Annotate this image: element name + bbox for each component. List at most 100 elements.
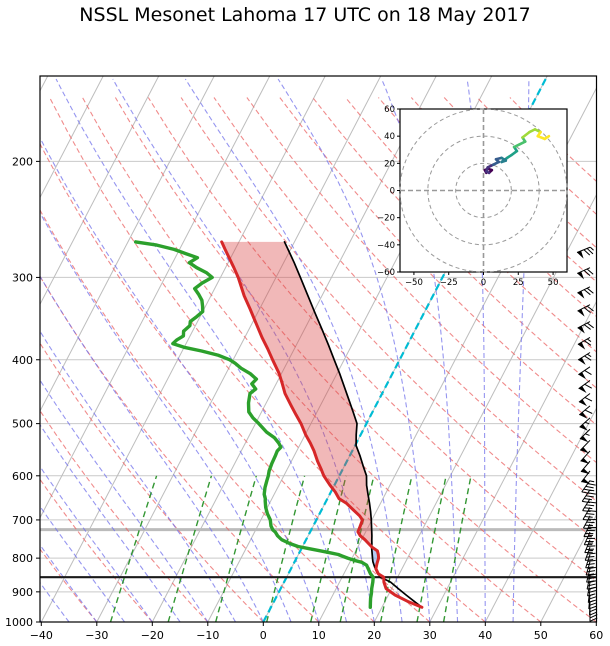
dry-adiabat: [345, 97, 597, 353]
barb-full: [587, 570, 596, 573]
barb-flag: [578, 386, 587, 394]
barb-full: [587, 483, 596, 486]
barb-flag: [577, 271, 585, 280]
barb-full: [586, 248, 594, 255]
mixing-ratio-line: [167, 475, 213, 622]
hodograph-x-tick-label: 0: [481, 278, 486, 288]
barb-flag: [579, 435, 589, 443]
barb-staff: [578, 393, 591, 403]
barb-full: [589, 617, 598, 622]
barb-full: [589, 611, 598, 616]
mixing-ratio-line: [109, 475, 158, 622]
moist-adiabat: [40, 505, 126, 622]
barb-flag: [577, 342, 586, 350]
barb-full: [588, 596, 597, 600]
x-tick-label: 20: [367, 629, 381, 642]
hodograph-x-tick-label: 50: [548, 278, 559, 288]
wind-barb: [580, 460, 591, 475]
isotherm-line: [96, 76, 382, 622]
hodograph-y-tick-label: −60: [377, 268, 395, 278]
wind-barb: [582, 507, 597, 521]
mixing-ratio-lines: [109, 475, 472, 622]
wind-barb: [578, 405, 593, 419]
moist-adiabat: [40, 211, 292, 622]
barb-full: [587, 593, 596, 597]
barb-full: [583, 307, 591, 313]
barb-full: [583, 488, 592, 492]
plot-border: [39, 75, 598, 623]
dewpoint-line: [134, 240, 375, 609]
barb-flag: [577, 291, 585, 299]
hodograph-trace-segment: [521, 130, 531, 139]
y-tick-label: 300: [12, 271, 33, 284]
barb-flag: [581, 478, 591, 485]
wind-barb: [577, 286, 594, 299]
moist-adiabat: [277, 78, 431, 622]
barb-full: [588, 602, 597, 607]
barb-flag: [578, 357, 586, 365]
barb-full: [587, 566, 596, 570]
wind-barb: [577, 352, 592, 365]
wind-barb: [580, 450, 591, 464]
pressure-gridlines: [40, 160, 597, 593]
moist-adiabat: [40, 275, 264, 622]
barb-staff: [578, 405, 591, 416]
barb-full: [587, 576, 596, 580]
barb-full: [586, 322, 594, 329]
barb-full: [586, 305, 594, 312]
wind-barb: [584, 547, 596, 561]
mixing-ratio-line: [416, 475, 447, 622]
hodograph-y-tick-label: 20: [384, 159, 395, 169]
y-tick-label: 200: [12, 155, 33, 168]
barb-full: [587, 559, 596, 562]
hodograph-trace-segment: [543, 134, 551, 141]
dry-adiabat: [180, 97, 597, 542]
barb-full: [585, 559, 594, 561]
dewpoint-line: [134, 240, 375, 609]
barb-full: [584, 397, 593, 402]
barb-flag: [577, 309, 585, 317]
barb-full: [583, 324, 591, 330]
x-tick-label: 10: [312, 629, 326, 642]
barb-full: [585, 566, 594, 569]
mixing-ratio-line: [310, 475, 347, 622]
barb-full: [588, 605, 597, 610]
figure-title: NSSL Mesonet Lahoma 17 UTC on 18 May 201…: [79, 4, 531, 26]
barb-flag: [578, 372, 587, 380]
x-tick-label: 60: [589, 629, 603, 642]
barb-full: [583, 289, 591, 296]
barb-flag: [578, 399, 587, 407]
isotherm-line: [540, 513, 597, 622]
isotherm-line: [40, 76, 326, 622]
wind-barb: [579, 428, 591, 443]
hodograph-y-tick-label: −20: [377, 214, 395, 224]
barb-half: [585, 433, 590, 436]
barb-full: [586, 573, 595, 576]
wind-barb: [577, 337, 592, 350]
barb-half: [589, 480, 595, 483]
wind-barb: [578, 366, 592, 380]
wind-barb: [579, 417, 591, 431]
moist-adiabat: [55, 78, 348, 622]
moist-adiabat: [184, 78, 403, 622]
barb-full: [582, 510, 591, 513]
moist-adiabat: [40, 581, 70, 622]
barb-staff: [580, 470, 591, 483]
barb-full: [583, 249, 591, 256]
barb-full: [589, 614, 598, 619]
hodograph-x-tick-label: −25: [440, 278, 458, 288]
barb-full: [586, 555, 595, 558]
hodograph-y-tick-label: 0: [390, 187, 395, 197]
mixing-ratio-line: [339, 475, 375, 622]
barb-full: [584, 355, 592, 361]
cape-shading: [221, 241, 372, 547]
barb-half: [587, 353, 592, 358]
y-tick-label: 800: [12, 552, 33, 565]
barb-full: [587, 552, 596, 555]
x-tick-label: −30: [85, 629, 108, 642]
barb-full: [586, 504, 595, 507]
y-tick-label: 900: [12, 586, 33, 599]
barb-staff: [580, 460, 591, 473]
axes: −40 −30 −20 −10 0 10 20 30 40 50 60200300400500600…: [5, 75, 603, 642]
barb-full: [584, 370, 592, 376]
